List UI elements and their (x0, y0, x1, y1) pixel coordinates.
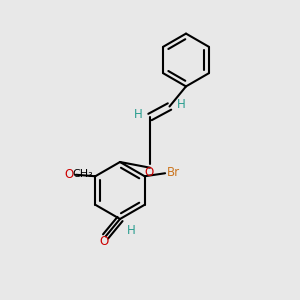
Text: CH₃: CH₃ (73, 169, 94, 179)
Text: H: H (134, 108, 142, 121)
Text: Br: Br (167, 166, 180, 179)
Text: O: O (64, 168, 74, 181)
Text: O: O (100, 235, 109, 248)
Text: O: O (145, 166, 154, 179)
Text: H: H (127, 224, 136, 238)
Text: H: H (177, 98, 186, 111)
